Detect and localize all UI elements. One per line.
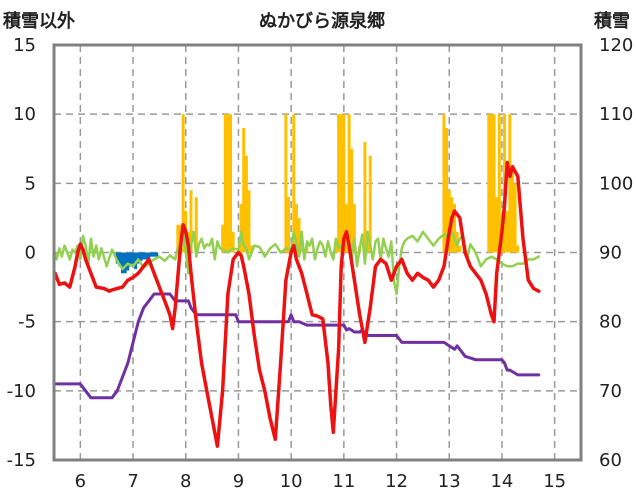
left-tick-label: 0: [25, 243, 36, 264]
precip-bar: [510, 169, 514, 253]
precip-bar: [247, 190, 251, 253]
x-tick-label: 9: [233, 471, 244, 492]
precip-bar: [495, 197, 499, 253]
x-tick-label: 11: [332, 471, 355, 492]
precip-bar: [347, 114, 351, 253]
left-tick-label: -15: [7, 450, 36, 471]
precip-bar: [242, 128, 246, 253]
precip-bar: [363, 141, 367, 253]
precip-bar: [223, 114, 227, 253]
precip-bar: [229, 114, 233, 253]
left-tick-label: 10: [13, 104, 36, 125]
precip-bar: [337, 114, 341, 253]
right-tick-label: 120: [599, 35, 633, 56]
precip-bar: [250, 245, 254, 253]
right-tick-label: 60: [599, 450, 622, 471]
precip-bar: [287, 197, 291, 253]
precip-bar: [131, 252, 135, 264]
right-tick-label: 110: [599, 104, 633, 125]
precip-bar: [342, 114, 346, 253]
left-axis: -15 -10 -5 0 5 10 15: [7, 35, 36, 471]
precip-bar: [144, 252, 148, 260]
precip-bar: [128, 252, 132, 267]
precip-bar: [189, 190, 193, 253]
chart-title: ぬかびら源泉郷: [259, 10, 385, 32]
precip-bar: [489, 114, 493, 253]
precip-bar: [513, 183, 517, 253]
x-tick-label: 13: [438, 471, 461, 492]
precip-bar: [294, 204, 298, 253]
series-layer: [53, 114, 541, 448]
precip-bar: [231, 231, 235, 253]
precip-bar: [508, 114, 512, 253]
x-tick-label: 8: [180, 471, 191, 492]
left-axis-title: 積雪以外: [2, 10, 75, 32]
precip-bar: [458, 245, 462, 253]
precip-bar: [121, 252, 125, 274]
precip-bar: [497, 114, 501, 253]
precip-bar: [239, 204, 243, 253]
precip-bar: [126, 252, 130, 271]
precip-bar: [297, 217, 301, 253]
precip-bar: [221, 224, 225, 253]
left-tick-label: -10: [7, 381, 36, 402]
plot-border: [52, 43, 583, 462]
precip-bar: [149, 252, 153, 257]
precip-bar: [350, 148, 354, 253]
precip-bar: [155, 252, 159, 257]
precip-bar: [181, 114, 185, 253]
temperature-line: [53, 160, 541, 448]
precip-bar: [118, 252, 122, 267]
right-tick-label: 70: [599, 381, 622, 402]
precip-bar: [226, 114, 230, 253]
precip-bar: [447, 190, 451, 253]
precip-bar: [368, 155, 372, 253]
precip-bar: [152, 252, 156, 257]
precip-bar: [136, 252, 140, 264]
precip-bar: [139, 252, 143, 261]
right-tick-label: 90: [599, 243, 622, 264]
wind-line: [53, 226, 541, 296]
x-tick-label: 12: [385, 471, 408, 492]
precip-bar: [292, 114, 296, 253]
snow-depth-line: [53, 292, 541, 400]
left-tick-label: 5: [25, 173, 36, 194]
precip-bar: [123, 252, 127, 274]
precip-bar: [244, 155, 248, 253]
right-axis-title: 積雪: [593, 10, 630, 32]
x-tick-label: 14: [490, 471, 513, 492]
precip-bar: [505, 211, 509, 253]
x-tick-label: 10: [280, 471, 303, 492]
precip-bar: [147, 252, 151, 260]
left-tick-label: -5: [18, 312, 36, 333]
x-tick-label: 7: [127, 471, 138, 492]
left-tick-label: 15: [13, 35, 36, 56]
right-axis: 60 70 80 90 100 110 120: [599, 35, 633, 471]
precip-bar: [492, 114, 496, 253]
precip-bar: [487, 114, 491, 253]
right-tick-label: 100: [599, 173, 633, 194]
precip-bar: [176, 224, 180, 253]
precip-bar: [516, 245, 520, 253]
precip-bar: [142, 252, 146, 260]
x-tick-label: 6: [75, 471, 86, 492]
precip-bar: [442, 114, 446, 253]
precip-bar: [339, 114, 343, 253]
x-axis: 6 7 8 9 10 11 12 13 14 15: [75, 471, 566, 492]
precip-bar: [453, 204, 457, 253]
x-tick-label: 15: [543, 471, 566, 492]
right-tick-label: 80: [599, 312, 622, 333]
precip-bar: [194, 197, 198, 253]
precip-bar: [344, 204, 348, 253]
precip-bar: [445, 128, 449, 253]
precip-bar: [284, 114, 288, 253]
precip-bar: [300, 238, 304, 253]
precip-bar: [352, 204, 356, 253]
